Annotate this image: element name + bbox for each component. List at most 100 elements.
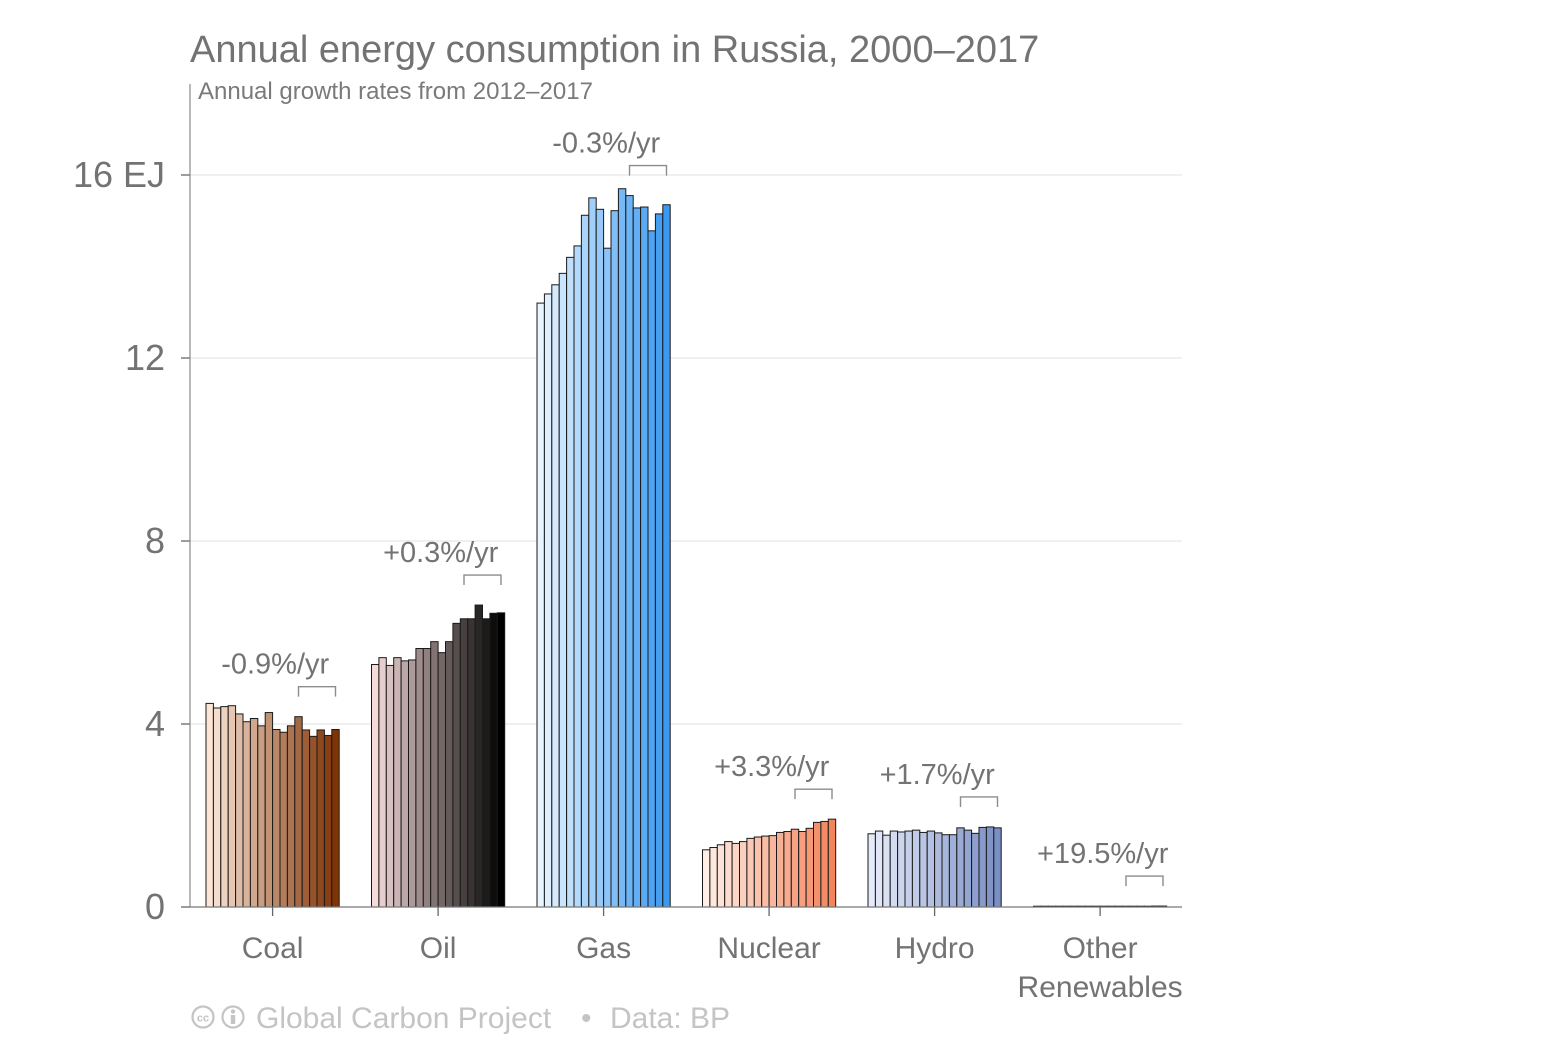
bar [474,604,484,908]
bar [746,837,755,908]
growth-bracket [959,796,999,807]
bar-group-coal: -0.9%/yr [205,649,340,908]
bar [805,827,814,908]
bar [897,831,906,908]
bar [731,842,740,908]
bar [654,213,664,908]
category-label: Oil [420,932,457,965]
bar [331,728,340,908]
footer-source: Data: BP [610,1002,730,1035]
footer-organization: Global Carbon Project [256,1002,552,1035]
bar [985,826,995,908]
bar [294,716,303,908]
bar [301,729,311,908]
bar [948,834,958,908]
bar [776,831,785,908]
category-label: Coal [242,932,304,965]
bar [227,705,237,908]
bar [371,664,380,908]
bar [625,195,634,908]
bar [242,721,251,908]
bar [716,844,726,908]
bar [761,835,770,908]
y-tick-label: 16 EJ [73,154,165,195]
bar [827,818,837,908]
bar [385,664,395,908]
growth-rate-label: +0.3%/yr [383,537,499,569]
growth-rate-label: -0.3%/yr [552,128,660,160]
bar [603,247,612,908]
svg-text:cc: cc [197,1013,209,1025]
footer-separator: • [581,1002,592,1035]
bar [393,657,402,908]
creative-commons-icon: cc [191,1005,215,1029]
bar [415,648,424,908]
bar-group-nuclear: +3.3%/yr [702,751,837,908]
bar [978,826,987,908]
bar [235,713,244,908]
bar [316,729,325,908]
bar [580,214,590,908]
growth-bracket [1125,875,1164,887]
footer: cc Global Carbon Project • Data: BP [191,1002,730,1035]
bar [739,841,748,908]
bar [640,206,649,908]
bar [430,641,439,908]
bar [610,210,619,908]
bar [551,284,560,908]
bar [867,833,876,908]
bar [482,618,491,908]
gridlines [190,174,1182,725]
bar [566,256,575,908]
bar [408,659,417,908]
y-tick-label: 4 [145,703,165,744]
category-label: Nuclear [717,932,820,965]
x-axis: Coal Oil Gas Nuclear Hydro Other Renewables [190,906,1183,1004]
bar [702,849,711,908]
bar [919,831,928,908]
bar-group-other-renewables: +19.5%/yr [1033,838,1169,908]
bar [422,648,432,908]
bar [783,831,792,908]
bar [400,660,410,908]
bar [662,204,671,908]
chart-subtitle: Annual growth rates from 2012–2017 [198,78,593,105]
bar [753,836,763,908]
bar [212,707,222,908]
y-tick-label: 8 [145,520,165,561]
bar [452,622,461,908]
bar [934,832,943,908]
growth-bracket [628,164,668,176]
bar-group-oil: +0.3%/yr [371,537,506,908]
bar-group-gas: -0.3%/yr [536,128,671,908]
bar [617,188,627,908]
bar [632,207,642,908]
bar [309,735,318,908]
growth-bracket [463,574,502,586]
growth-rate-label: +3.3%/yr [714,751,830,783]
y-axis: 0 4 8 12 16 EJ [73,84,191,927]
bar [249,718,259,908]
growth-bracket [794,788,833,800]
bar [993,827,1002,908]
bar [971,832,980,908]
bar [926,830,936,908]
bar [489,612,498,908]
bar [459,618,469,908]
bar [279,731,288,908]
bar [588,197,597,908]
category-label: Other Renewables [1018,932,1183,1004]
bar [882,834,891,908]
growth-rate-label: +19.5%/yr [1037,838,1169,870]
bar [264,712,274,908]
bar [709,847,718,908]
bar [963,829,973,908]
y-tick-label: 0 [145,886,165,927]
bar [911,829,921,908]
bar [323,734,333,908]
bar [768,835,777,908]
bar [257,725,266,908]
bar [220,706,229,908]
bar [813,821,822,908]
bar [437,652,447,908]
